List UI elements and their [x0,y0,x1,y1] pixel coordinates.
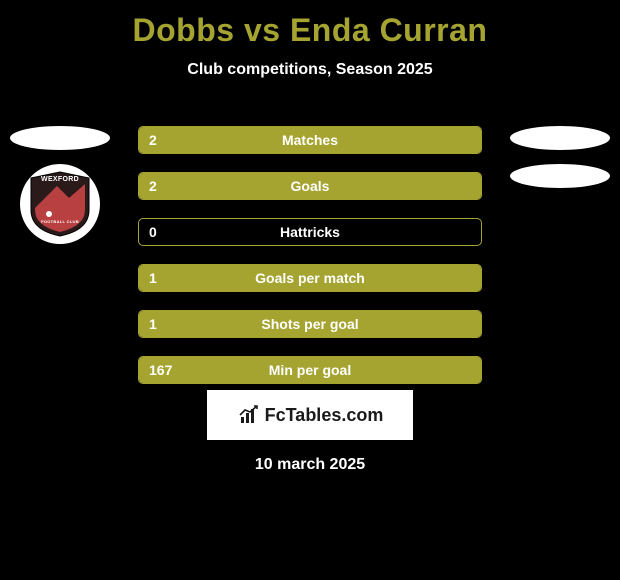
stat-value: 2 [149,132,157,148]
player-badge-placeholder [510,126,610,150]
club-shield-wexford: WEXFORD FOOTBALL CLUB [20,164,100,244]
stat-label: Shots per goal [261,316,358,332]
branding-badge: FcTables.com [207,390,413,440]
subtitle: Club competitions, Season 2025 [0,61,620,79]
stat-value: 1 [149,270,157,286]
branding-text: FcTables.com [265,405,384,426]
stat-row-goals-per-match: 1 Goals per match [138,264,482,292]
stat-row-min-per-goal: 167 Min per goal [138,356,482,384]
stat-label: Matches [282,132,338,148]
player-badge-placeholder [510,164,610,188]
stat-row-hattricks: 0 Hattricks [138,218,482,246]
stats-bars: 2 Matches 2 Goals 0 Hattricks 1 Goals pe… [138,126,482,384]
page-title: Dobbs vs Enda Curran [0,0,620,49]
stat-value: 1 [149,316,157,332]
stat-row-matches: 2 Matches [138,126,482,154]
right-player-badges [508,126,612,188]
stat-label: Min per goal [269,362,351,378]
stat-label: Goals per match [255,270,365,286]
stat-value: 0 [149,224,157,240]
left-player-badges: WEXFORD FOOTBALL CLUB [8,126,112,244]
player-badge-placeholder [10,126,110,150]
stat-row-goals: 2 Goals [138,172,482,200]
stat-label: Goals [291,178,330,194]
stat-value: 2 [149,178,157,194]
chart-icon [237,403,261,427]
date-label: 10 march 2025 [255,456,365,474]
stat-label: Hattricks [280,224,340,240]
stat-row-shots-per-goal: 1 Shots per goal [138,310,482,338]
club-shield-subtext: FOOTBALL CLUB [29,219,91,224]
club-shield-name: WEXFORD [29,176,91,183]
stat-value: 167 [149,362,172,378]
